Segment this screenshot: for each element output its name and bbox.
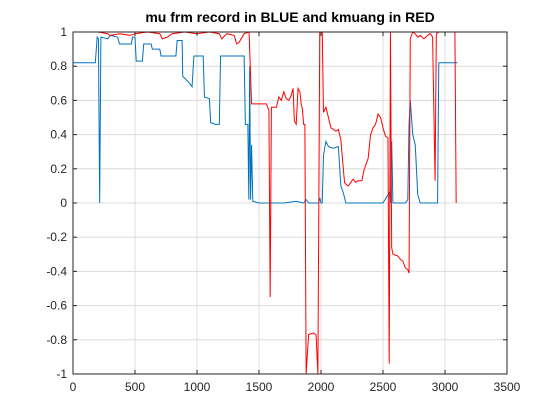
x-tick-label: 1000 [184, 380, 211, 394]
x-tick-label: 500 [125, 380, 145, 394]
x-tick-label: 3000 [432, 380, 459, 394]
chart-title: mu frm record in BLUE and kmuang in RED [145, 9, 434, 25]
y-tick-label: 0.6 [50, 93, 67, 107]
y-tick-label: -1 [56, 367, 67, 381]
x-tick-label: 1500 [246, 380, 273, 394]
ticks: 0 500 1000 1500 2000 2500 3000 3500 -1 -0.8 -0.6 -0… [46, 25, 520, 394]
plot-series [73, 31, 458, 375]
x-tick-label: 0 [70, 380, 77, 394]
y-tick-label: -0.2 [46, 230, 67, 244]
y-tick-label: 0.8 [50, 59, 67, 73]
y-tick-label: 1 [60, 25, 67, 39]
y-tick-label: 0 [60, 196, 67, 210]
y-tick-label: -0.6 [46, 299, 67, 313]
y-tick-label: -0.4 [46, 264, 67, 278]
x-tick-label: 3500 [494, 380, 521, 394]
x-tick-label: 2000 [308, 380, 335, 394]
y-tick-label: 0.2 [50, 162, 67, 176]
y-tick-label: 0.4 [50, 128, 67, 142]
x-tick-label: 2500 [370, 380, 397, 394]
series-line-2 [73, 31, 457, 375]
series-line-1 [73, 34, 458, 204]
y-tick-label: -0.8 [46, 333, 67, 347]
